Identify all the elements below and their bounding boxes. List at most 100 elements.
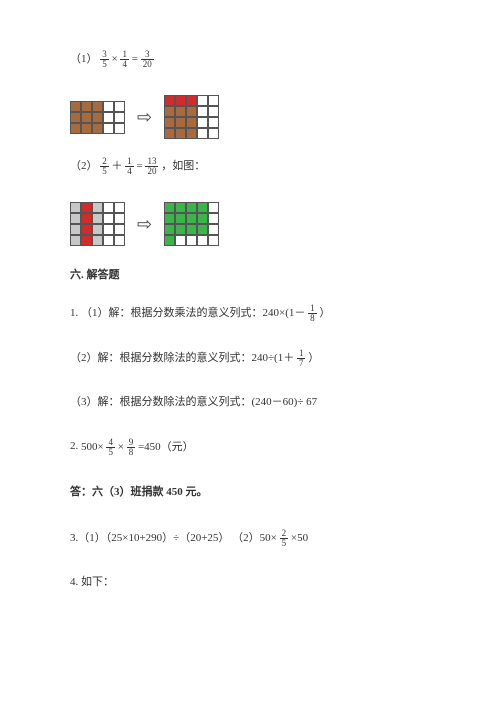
grid-cell (164, 235, 175, 246)
grid-cell (208, 106, 219, 117)
grid-cell (186, 128, 197, 139)
grid-cell (92, 224, 103, 235)
grid-cell (92, 202, 103, 213)
equation-2: （2） 25 ＋ 14 = 1320 ，如图： (70, 157, 430, 176)
grid-cell (92, 101, 103, 112)
grid-cell (197, 213, 208, 224)
fraction: 98 (127, 438, 136, 457)
fraction: 25 (280, 529, 289, 548)
grid-cell (81, 224, 92, 235)
grid-cell (114, 224, 125, 235)
grid-cell (175, 128, 186, 139)
q3: 3.（1）（25×10+290）÷（20+25） （2）50× 25 ×50 (70, 529, 430, 548)
q4: 4. 如下： (70, 574, 430, 592)
grid-cell (197, 95, 208, 106)
grid-cell (81, 202, 92, 213)
grid-pair-1: ⇨ (70, 95, 430, 139)
grid-cell (114, 101, 125, 112)
grid-cell (92, 112, 103, 123)
grid-cell (175, 117, 186, 128)
grid-cell (70, 112, 81, 123)
fraction: 14 (125, 157, 134, 176)
grid-cell (164, 106, 175, 117)
grid-cell (208, 235, 219, 246)
grid-cell (92, 213, 103, 224)
grid-cell (81, 101, 92, 112)
fraction: 1320 (145, 157, 158, 176)
grid-cell (114, 202, 125, 213)
grid-2-right (164, 202, 219, 246)
grid-cell (208, 213, 219, 224)
grid-cell (103, 235, 114, 246)
grid-cell (175, 95, 186, 106)
grid-cell (186, 106, 197, 117)
grid-1-left (70, 101, 125, 134)
grid-cell (197, 128, 208, 139)
grid-cell (208, 95, 219, 106)
grid-cell (208, 117, 219, 128)
grid-cell (208, 224, 219, 235)
grid-pair-2: ⇨ (70, 202, 430, 246)
grid-cell (70, 213, 81, 224)
grid-1-right (164, 95, 219, 139)
grid-cell (92, 123, 103, 134)
grid-cell (186, 213, 197, 224)
grid-cell (175, 106, 186, 117)
grid-cell (114, 123, 125, 134)
grid-cell (81, 123, 92, 134)
fraction: 18 (308, 304, 317, 323)
q2-answer: 答：六（3）班捐款 450 元。 (70, 483, 430, 499)
arrow-icon: ⇨ (137, 107, 152, 128)
grid-cell (208, 202, 219, 213)
grid-cell (175, 235, 186, 246)
grid-cell (186, 202, 197, 213)
grid-cell (103, 123, 114, 134)
grid-cell (164, 117, 175, 128)
fraction: 320 (141, 50, 154, 69)
grid-cell (186, 95, 197, 106)
grid-cell (103, 112, 114, 123)
grid-cell (175, 213, 186, 224)
grid-cell (103, 202, 114, 213)
grid-cell (81, 235, 92, 246)
grid-cell (164, 202, 175, 213)
grid-cell (103, 101, 114, 112)
grid-cell (92, 235, 103, 246)
grid-cell (81, 213, 92, 224)
grid-cell (186, 117, 197, 128)
grid-cell (114, 235, 125, 246)
grid-cell (114, 213, 125, 224)
fraction: 14 (120, 50, 129, 69)
grid-cell (197, 202, 208, 213)
section-6-title: 六. 解答题 (70, 266, 430, 282)
eq1-prefix: （1） (70, 53, 98, 65)
grid-cell (164, 128, 175, 139)
eq2-prefix: （2） (70, 160, 98, 172)
grid-cell (164, 95, 175, 106)
grid-cell (81, 112, 92, 123)
grid-cell (197, 235, 208, 246)
q1-1: 1. （1）解：根据分数乘法的意义列式：240×(1－ 18 ） (70, 304, 430, 323)
grid-cell (186, 235, 197, 246)
grid-cell (70, 224, 81, 235)
q2: 2. 500× 45 × 98 =450（元） (70, 438, 430, 457)
grid-cell (197, 106, 208, 117)
grid-cell (164, 213, 175, 224)
grid-cell (208, 128, 219, 139)
fraction: 25 (100, 157, 109, 176)
arrow-icon: ⇨ (137, 214, 152, 235)
grid-cell (197, 224, 208, 235)
grid-2-left (70, 202, 125, 246)
fraction: 35 (100, 50, 109, 69)
grid-cell (175, 202, 186, 213)
grid-cell (175, 224, 186, 235)
grid-cell (186, 224, 197, 235)
grid-cell (70, 235, 81, 246)
q1-3: （3）解：根据分数除法的意义列式：(240－60)÷ 67 (70, 394, 430, 412)
grid-cell (103, 213, 114, 224)
grid-cell (164, 224, 175, 235)
q1-2: （2）解：根据分数除法的意义列式：240÷(1＋ 17 ） (70, 349, 430, 368)
fraction: 45 (106, 438, 115, 457)
equation-1: （1） 35 × 14 = 320 (70, 50, 430, 69)
grid-cell (103, 224, 114, 235)
